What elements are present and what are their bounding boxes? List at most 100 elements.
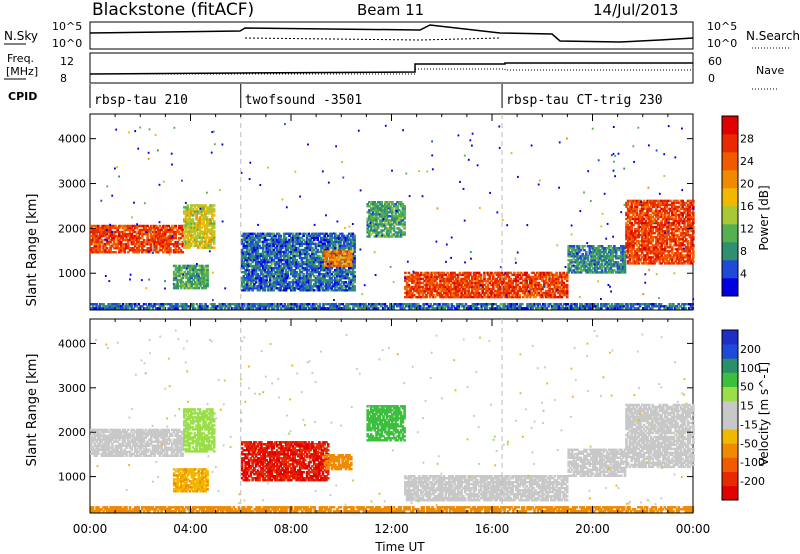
data-cell xyxy=(213,239,216,241)
cpid-segment-label: rbsp-tau 210 xyxy=(94,93,188,108)
data-cell xyxy=(213,204,216,206)
data-cell xyxy=(403,221,406,223)
data-cell xyxy=(182,281,185,283)
beam-label: Beam 11 xyxy=(357,1,424,19)
data-cell xyxy=(213,220,216,222)
freq-label: Freq. xyxy=(7,52,34,65)
data-cell xyxy=(206,283,209,285)
data-cell xyxy=(587,255,590,257)
data-cell xyxy=(213,226,216,228)
nsky-trace xyxy=(90,25,693,42)
data-cell xyxy=(174,225,177,227)
data-cell xyxy=(302,269,305,271)
data-cell xyxy=(134,231,137,233)
data-cell xyxy=(348,277,351,279)
data-cell xyxy=(480,274,483,276)
data-cell xyxy=(389,229,392,231)
data-cell xyxy=(279,235,282,237)
data-cell xyxy=(169,247,172,249)
data-cell xyxy=(99,245,102,247)
nsky-panel-frame xyxy=(90,22,693,49)
data-cell xyxy=(518,294,521,296)
data-cell xyxy=(330,233,333,235)
data-cell xyxy=(403,207,406,209)
data-cell xyxy=(155,245,158,247)
data-cell xyxy=(255,279,258,281)
data-cell xyxy=(213,247,216,249)
nsearch-tick-high: 10^5 xyxy=(707,20,737,33)
data-cell xyxy=(403,217,406,219)
data-cell xyxy=(343,235,346,237)
data-cell xyxy=(573,245,576,247)
data-cell xyxy=(555,272,558,274)
data-cell xyxy=(666,242,669,244)
data-cell xyxy=(164,233,167,235)
data-cell xyxy=(353,271,356,273)
cpid-segment-label: twofsound -3501 xyxy=(245,93,362,108)
data-cell xyxy=(206,271,209,273)
nsky-label: N.Sky xyxy=(4,29,38,43)
data-cell xyxy=(636,210,639,212)
data-cell xyxy=(353,247,356,249)
data-cell xyxy=(353,257,356,259)
data-cell xyxy=(562,282,565,284)
data-cell xyxy=(403,231,406,233)
freq-tick-high: 12 xyxy=(60,55,74,68)
data-cell xyxy=(262,247,265,249)
data-cell xyxy=(187,204,190,206)
data-cell xyxy=(353,255,356,257)
data-cell xyxy=(204,239,207,241)
data-cell xyxy=(213,230,216,232)
data-cell xyxy=(382,229,385,231)
data-cell xyxy=(258,245,261,247)
freq-panel-frame xyxy=(90,53,693,83)
data-cell xyxy=(285,237,288,239)
data-cell xyxy=(350,252,353,254)
data-cell xyxy=(192,218,195,220)
nsky-line xyxy=(90,25,693,42)
data-cell xyxy=(353,279,356,281)
nsearch-line xyxy=(245,38,500,40)
nave-label: Nave xyxy=(756,64,784,77)
data-cell xyxy=(566,294,569,296)
data-cell xyxy=(115,251,118,253)
data-cell xyxy=(318,255,321,257)
nsearch-tick-low: 10^0 xyxy=(707,37,737,50)
data-cell xyxy=(478,292,481,294)
nsky-tick-low: 10^0 xyxy=(52,37,82,50)
data-cell xyxy=(425,294,428,296)
data-cell xyxy=(450,284,453,286)
date-label: 14/Jul/2013 xyxy=(593,1,678,19)
data-cell xyxy=(288,277,291,279)
data-cell xyxy=(601,267,604,269)
data-cell xyxy=(143,245,146,247)
data-cell xyxy=(281,247,284,249)
data-cell xyxy=(578,245,581,247)
data-cell xyxy=(281,269,284,271)
data-cell xyxy=(353,235,356,237)
data-cell xyxy=(350,247,353,249)
data-cell xyxy=(404,272,407,274)
data-cell xyxy=(213,208,216,210)
data-cell xyxy=(353,285,356,287)
data-cell xyxy=(329,250,332,252)
data-cell xyxy=(206,265,209,267)
data-cell xyxy=(398,227,401,229)
nave-tick-low: 0 xyxy=(708,72,715,85)
freq-trace xyxy=(90,63,693,74)
data-cell xyxy=(566,284,569,286)
data-cell xyxy=(353,237,356,239)
data-cell xyxy=(350,263,353,265)
data-cell xyxy=(150,245,153,247)
data-cell xyxy=(669,242,672,244)
data-cell xyxy=(624,267,627,269)
nave-tick-high: 60 xyxy=(708,55,722,68)
data-cell xyxy=(201,226,204,228)
data-cell xyxy=(436,282,439,284)
data-cell xyxy=(182,251,185,253)
freq-unit-label: [MHz] xyxy=(6,65,38,78)
nsearch-label: N.Search xyxy=(746,29,800,43)
data-cell xyxy=(581,253,584,255)
